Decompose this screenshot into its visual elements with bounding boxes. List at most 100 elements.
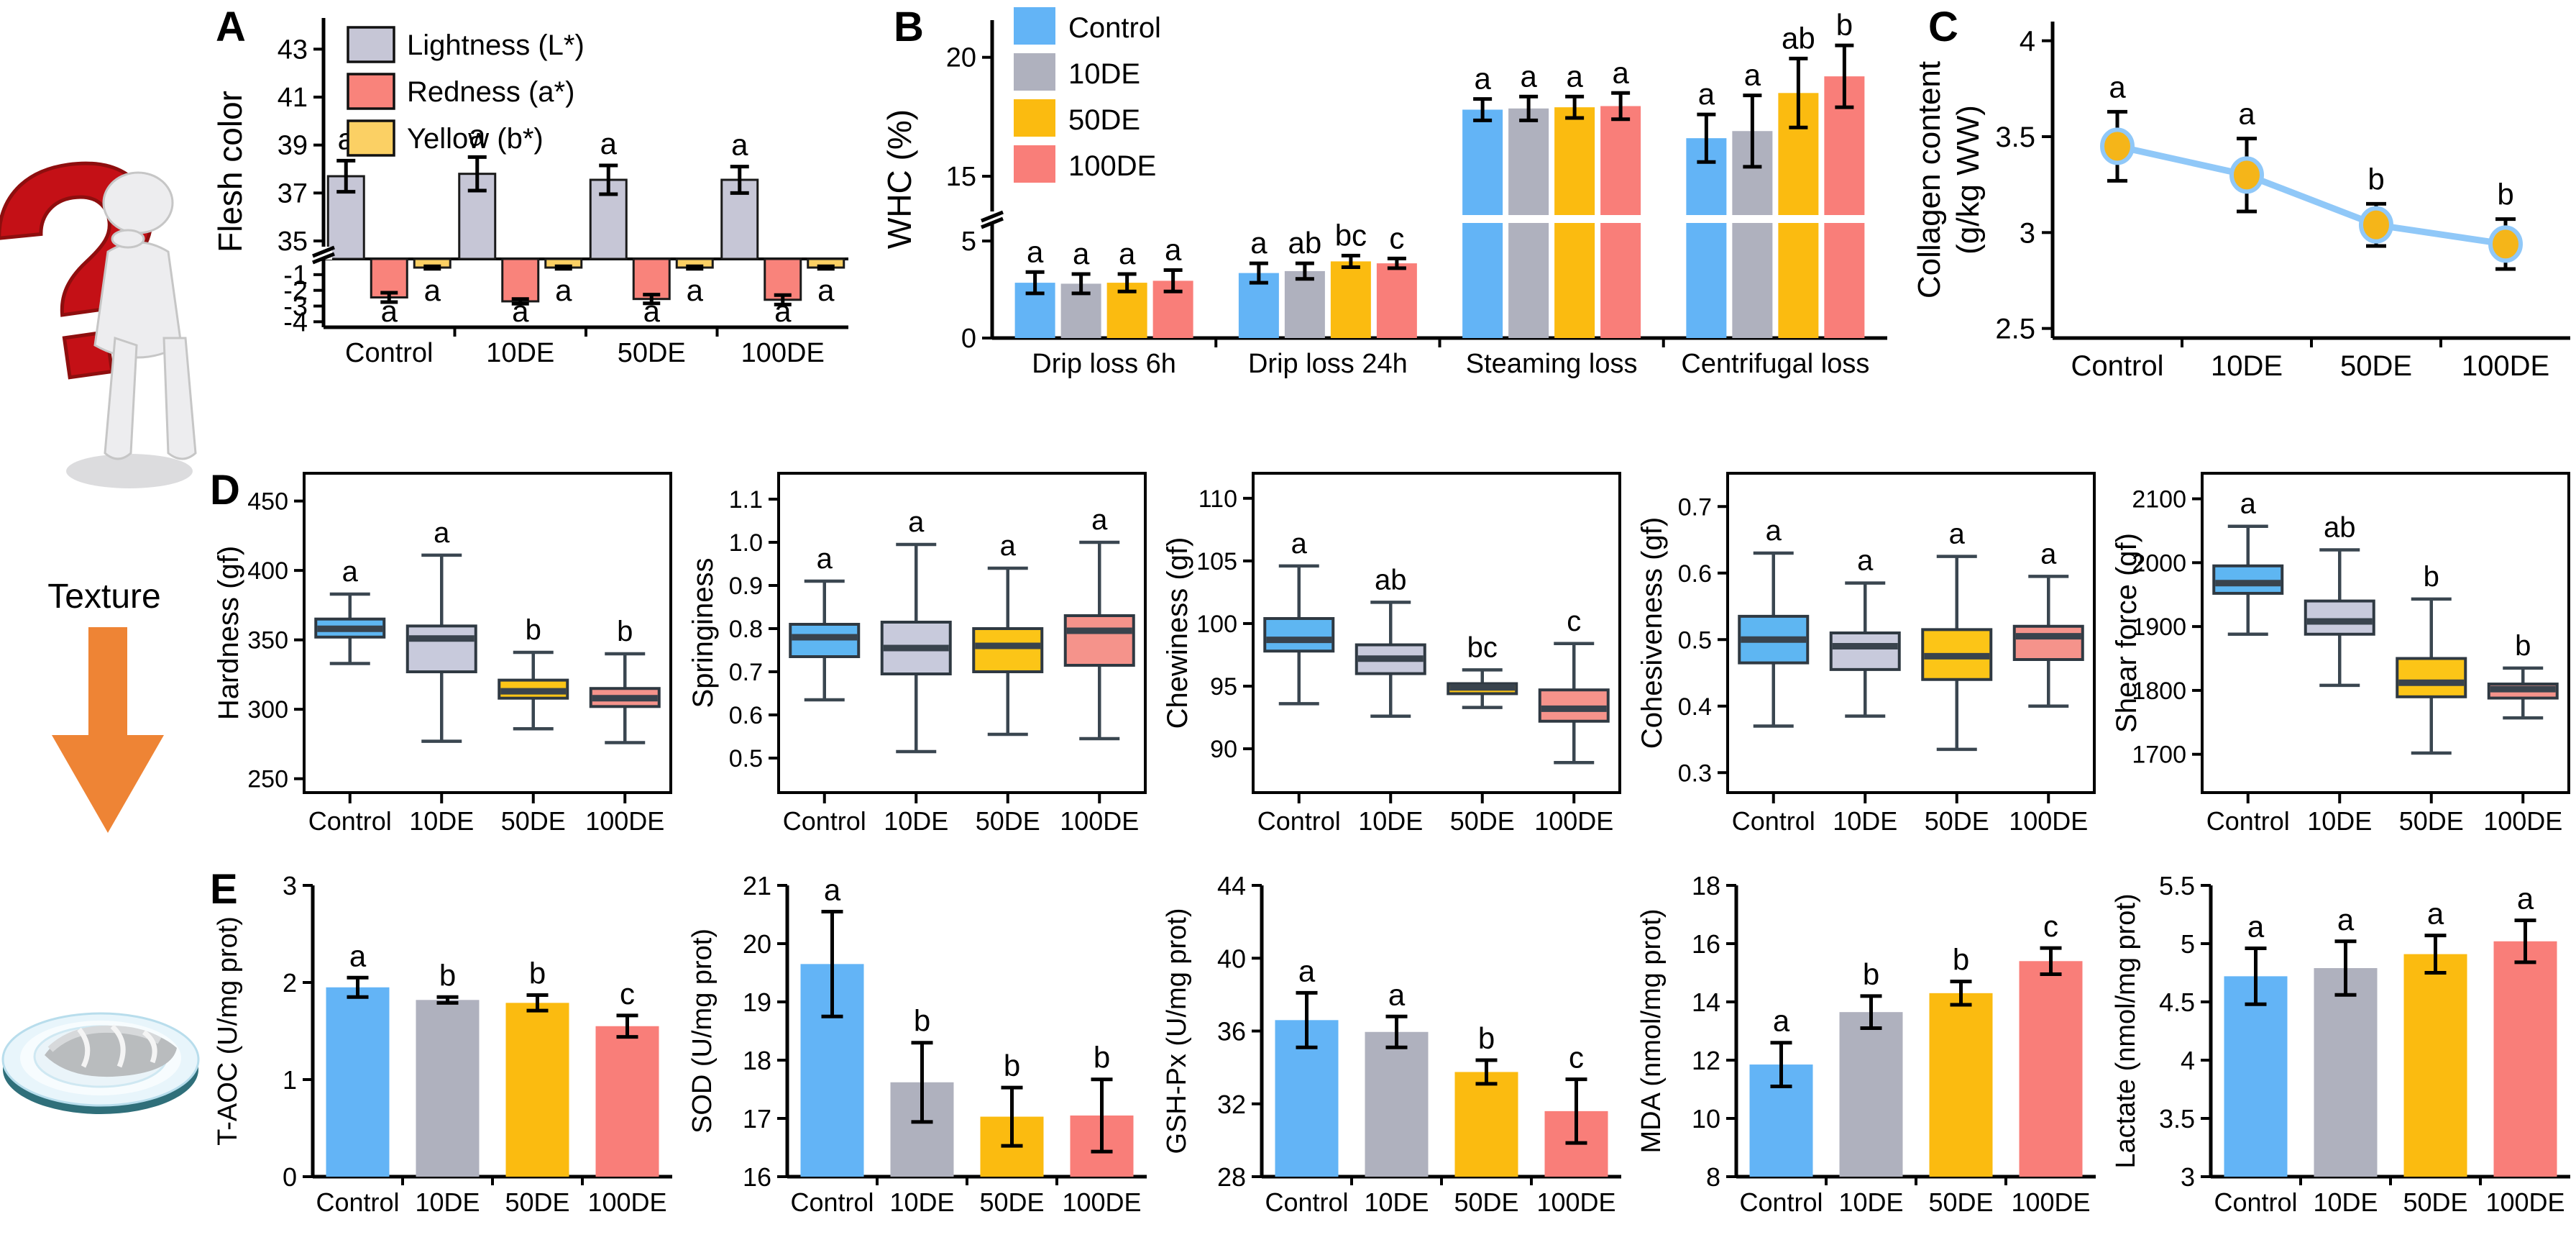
hardness-boxplot: 250 300 350 400 450 Control a 10DE a 50DE b 100DE b H… — [213, 472, 672, 836]
panel-label-c: C — [1928, 4, 1958, 50]
svg-text:95: 95 — [1210, 673, 1237, 701]
question-figure-icon: ? — [0, 89, 198, 488]
svg-text:a: a — [600, 127, 618, 160]
svg-text:16: 16 — [743, 1162, 771, 1192]
svg-text:10DE: 10DE — [409, 806, 474, 836]
svg-text:Centrifugal loss: Centrifugal loss — [1681, 349, 1869, 379]
svg-text:a: a — [1566, 59, 1583, 93]
svg-text:90: 90 — [1210, 736, 1237, 763]
svg-text:0.6: 0.6 — [1678, 560, 1712, 588]
svg-text:a: a — [381, 294, 398, 328]
svg-text:1800: 1800 — [2132, 678, 2186, 705]
svg-text:a: a — [2427, 897, 2444, 931]
svg-text:10DE: 10DE — [1364, 1187, 1429, 1217]
svg-text:-4: -4 — [283, 307, 308, 337]
svg-text:Control: Control — [345, 338, 434, 368]
svg-text:50DE: 50DE — [1454, 1187, 1518, 1217]
svg-text:a: a — [824, 872, 841, 906]
svg-text:a: a — [342, 556, 359, 588]
svg-text:10DE: 10DE — [884, 806, 948, 836]
svg-text:a: a — [512, 294, 529, 328]
svg-text:a: a — [731, 128, 748, 162]
svg-text:50DE: 50DE — [1450, 806, 1515, 836]
svg-text:1700: 1700 — [2132, 742, 2186, 769]
svg-text:1.0: 1.0 — [729, 529, 763, 557]
svg-text:Control: Control — [790, 1187, 874, 1217]
panel-label-d: D — [210, 467, 240, 514]
svg-text:10DE: 10DE — [486, 338, 554, 368]
svg-text:a: a — [817, 273, 835, 307]
svg-text:a: a — [2109, 70, 2126, 104]
svg-text:Yellow (b*): Yellow (b*) — [407, 123, 544, 155]
svg-text:a: a — [1165, 233, 1182, 267]
gsh-px-chart: 28 32 36 40 44 a Control a 10DE b 50DE c 100DE GSH-Px… — [1162, 871, 1621, 1217]
svg-text:50DE: 50DE — [2399, 806, 2464, 836]
svg-text:a: a — [908, 506, 925, 538]
svg-text:10: 10 — [1692, 1104, 1720, 1134]
svg-text:100DE: 100DE — [1060, 806, 1139, 836]
svg-text:50DE: 50DE — [1928, 1187, 1993, 1217]
whc-chart: 0 5 15 20 Drip loss 6h Drip loss 24h Steaming … — [881, 7, 1887, 379]
svg-text:a: a — [2517, 882, 2534, 916]
svg-text:ab: ab — [1288, 226, 1322, 260]
svg-text:12: 12 — [1692, 1046, 1720, 1075]
svg-text:Lightness (L*): Lightness (L*) — [407, 29, 585, 61]
svg-text:35: 35 — [278, 227, 308, 257]
svg-text:c: c — [2043, 909, 2058, 943]
svg-text:5: 5 — [961, 227, 976, 257]
svg-text:b: b — [2515, 630, 2531, 662]
svg-text:1.1: 1.1 — [729, 486, 763, 514]
svg-text:Lactate (nmol/mg prot): Lactate (nmol/mg prot) — [2111, 893, 2141, 1168]
shear-force-boxplot: 1700 1800 1900 2000 2100 Control a 10DE ab 50DE b 1… — [2111, 472, 2570, 836]
svg-text:a: a — [434, 517, 450, 549]
svg-text:0.8: 0.8 — [729, 616, 763, 643]
svg-text:3: 3 — [283, 871, 297, 900]
svg-text:Shear force (gf): Shear force (gf) — [2111, 533, 2142, 733]
svg-text:50DE: 50DE — [505, 1187, 569, 1217]
svg-text:4: 4 — [2181, 1046, 2195, 1075]
svg-text:39: 39 — [278, 131, 308, 161]
svg-text:10DE: 10DE — [889, 1187, 954, 1217]
svg-text:28: 28 — [1217, 1162, 1246, 1192]
svg-text:100DE: 100DE — [1536, 1187, 1615, 1217]
svg-text:b: b — [1863, 957, 1879, 991]
svg-text:b: b — [2497, 178, 2513, 211]
svg-text:18: 18 — [743, 1046, 771, 1075]
svg-text:50DE: 50DE — [976, 806, 1040, 836]
svg-text:300: 300 — [247, 696, 288, 724]
svg-text:b: b — [2368, 162, 2384, 196]
svg-text:44: 44 — [1217, 871, 1246, 900]
svg-text:Control: Control — [1739, 1187, 1823, 1217]
svg-text:3.5: 3.5 — [2159, 1104, 2195, 1134]
svg-text:41: 41 — [278, 83, 308, 113]
svg-text:a: a — [1073, 237, 1090, 270]
svg-text:50DE: 50DE — [501, 806, 566, 836]
svg-text:18: 18 — [1692, 871, 1720, 900]
svg-text:Control: Control — [1068, 12, 1161, 44]
svg-text:5: 5 — [2181, 929, 2195, 959]
svg-text:Drip loss 24h: Drip loss 24h — [1248, 349, 1408, 379]
svg-text:100DE: 100DE — [741, 338, 825, 368]
svg-text:a: a — [643, 294, 661, 328]
svg-text:50DE: 50DE — [2340, 350, 2412, 382]
svg-text:a: a — [349, 939, 367, 972]
svg-text:100DE: 100DE — [2009, 806, 2088, 836]
svg-text:a: a — [1291, 528, 1308, 560]
svg-text:10DE: 10DE — [1358, 806, 1423, 836]
svg-text:10DE: 10DE — [415, 1187, 480, 1217]
svg-text:-1: -1 — [283, 260, 308, 291]
svg-text:Control: Control — [2071, 350, 2164, 382]
svg-text:T-AOC (U/mg prot): T-AOC (U/mg prot) — [213, 916, 243, 1146]
svg-text:100: 100 — [1196, 611, 1237, 638]
svg-text:a: a — [1474, 62, 1491, 96]
sod-chart: 16 17 18 19 20 21 a Control b 10DE b 50DE b 100DE SOD … — [687, 871, 1147, 1217]
svg-text:50DE: 50DE — [618, 338, 686, 368]
svg-text:c: c — [620, 977, 635, 1011]
svg-text:0.5: 0.5 — [1678, 626, 1712, 654]
svg-text:b: b — [529, 957, 546, 990]
svg-text:b: b — [2424, 561, 2439, 593]
svg-text:a: a — [2238, 97, 2255, 131]
t-aoc-chart: 0 1 2 3 a Control b 10DE b 50DE c 100DE T-AOC (U/mg … — [213, 871, 672, 1217]
svg-text:-3: -3 — [283, 292, 308, 322]
